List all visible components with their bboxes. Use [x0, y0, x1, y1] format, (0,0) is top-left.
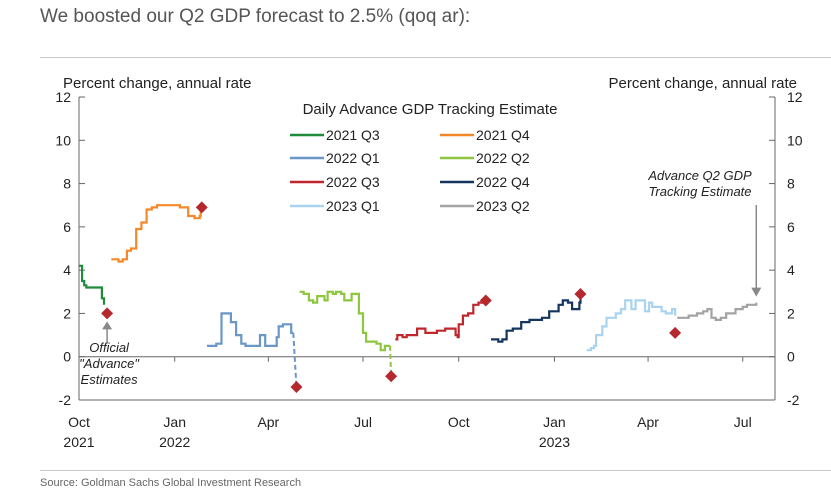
y-tick-label-right: 0 [787, 349, 795, 365]
official-estimate-marker [101, 307, 114, 320]
legend-label: 2021 Q3 [326, 127, 380, 143]
series-line-2022-q2 [299, 290, 391, 352]
annotation-official-text: Estimates [81, 372, 139, 387]
official-estimate-marker [195, 201, 208, 214]
y-tick-label-right: 4 [787, 262, 795, 278]
official-estimate-marker [479, 294, 492, 307]
y-tick-label-left: 2 [63, 305, 71, 321]
official-estimate-markers [101, 201, 682, 394]
y-tick-label-left: -2 [59, 392, 72, 408]
legend-label: 2021 Q4 [476, 127, 530, 143]
legend-label: 2022 Q2 [476, 150, 530, 166]
official-estimate-marker [574, 287, 587, 300]
page-title: We boosted our Q2 GDP forecast to 2.5% (… [40, 6, 471, 27]
x-tick-label: Jul [354, 414, 372, 430]
x-tick-label: Oct [68, 414, 90, 430]
annotations-layer: Official"Advance"Estimates Advance Q2 GDP… [79, 168, 762, 387]
annotation-advance-q2-text: Tracking Estimate [648, 184, 751, 199]
y-tick-label-right: 10 [787, 132, 803, 148]
x-tick-label: Oct [448, 414, 470, 430]
legend-label: 2023 Q2 [476, 198, 530, 214]
x-tick-label: Jul [734, 414, 752, 430]
y-tick-label-left: 0 [63, 349, 71, 365]
y-tick-label-right: -2 [787, 392, 800, 408]
annotation-advance-q2-text: Advance Q2 GDP [647, 168, 752, 183]
x-year-label: 2023 [539, 434, 570, 450]
footer-divider [40, 470, 831, 471]
x-year-label: 2022 [159, 434, 190, 450]
x-year-label: 2021 [63, 434, 94, 450]
y-axis-right-title: Percent change, annual rate [609, 75, 797, 92]
y-axis-left-title: Percent change, annual rate [63, 75, 251, 92]
source-note: Source: Goldman Sachs Global Investment … [40, 477, 302, 489]
y-tick-label-left: 12 [55, 89, 71, 105]
official-estimate-marker [385, 370, 398, 383]
series-line-2023-q2 [677, 302, 758, 321]
series-line-2023-q1 [586, 299, 677, 352]
x-tick-label: Jan [163, 414, 186, 430]
chart-legend: 2021 Q3 2021 Q4 2022 Q1 2022 Q2 2022 Q3 2022 … [290, 127, 530, 214]
annotation-arrowhead-advance-q2 [751, 287, 762, 297]
legend-label: 2022 Q1 [326, 150, 380, 166]
y-tick-label-left: 10 [55, 132, 71, 148]
chart-title: Daily Advance GDP Tracking Estimate [303, 101, 558, 118]
x-tick-label: Jan [543, 414, 566, 430]
legend-label: 2022 Q4 [476, 174, 530, 190]
official-estimate-marker [669, 326, 682, 339]
y-tick-label-right: 8 [787, 176, 795, 192]
gdp-tracking-chart: -2 -2 0 0 2 2 4 4 6 6 8 8 10 10 12 12 Oct 2021 Jan 2022 Apr J… [55, 75, 802, 450]
y-tick-label-left: 8 [63, 176, 71, 192]
x-tick-label: Apr [257, 414, 279, 430]
series-line-2021-q3 [79, 264, 106, 305]
annotation-arrowhead-official [102, 321, 113, 330]
dashed-link-2022-q1 [292, 332, 298, 388]
legend-label: 2023 Q1 [326, 198, 380, 214]
series-line-2021-q4 [111, 204, 202, 263]
annotation-official-text: "Advance" [79, 356, 140, 371]
y-tick-label-right: 2 [787, 305, 795, 321]
series-line-2022-q4 [491, 298, 582, 343]
y-tick-label-left: 4 [63, 262, 71, 278]
annotation-official-text: Official [89, 340, 130, 355]
official-estimate-marker [290, 381, 303, 394]
y-tick-label-left: 6 [63, 219, 71, 235]
legend-label: 2022 Q3 [326, 174, 380, 190]
y-tick-label-right: 12 [787, 89, 803, 105]
chart-axes: -2 -2 0 0 2 2 4 4 6 6 8 8 10 10 12 12 Oct 2021 Jan 2022 Apr J… [55, 89, 802, 450]
x-tick-label: Apr [637, 414, 659, 430]
y-tick-label-right: 6 [787, 219, 795, 235]
series-line-2022-q3 [395, 300, 486, 341]
series-layer [79, 204, 758, 388]
header-divider [40, 57, 831, 58]
series-line-2022-q1 [207, 312, 294, 347]
